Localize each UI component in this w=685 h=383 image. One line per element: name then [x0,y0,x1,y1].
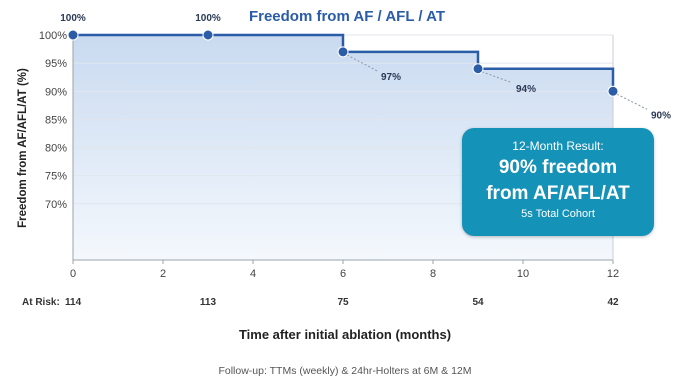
y-axis-label: Freedom from AF/AFL/AT (%) [17,68,29,228]
data-point [67,29,79,41]
result-sub: 5s Total Cohort [521,208,595,220]
footnote: Follow-up: TTMs (weekly) & 24hr-Holters … [218,365,471,377]
result-main-line-2: from AF/AFL/AT [486,183,630,204]
x-tick-label: 4 [250,268,256,280]
at-risk-label: At Risk: [22,297,60,308]
y-tick-label: 85% [45,114,67,126]
y-tick-label: 95% [45,58,67,70]
y-tick-label: 90% [45,86,67,98]
x-tick-label: 2 [160,268,166,280]
at-risk-value: 54 [472,297,484,308]
data-label: 100% [60,13,86,24]
callout-leader [346,54,378,72]
data-label: 94% [516,84,536,95]
series-line [73,33,615,92]
data-label: 100% [195,13,221,24]
result-box: 12-Month Result: 90% freedom from AF/AFL… [462,128,654,236]
x-tick-label: 10 [517,268,529,280]
x-tick-label: 6 [340,268,346,280]
data-point [337,46,349,58]
y-tick-label: 80% [45,143,67,155]
data-point [202,29,214,41]
callout-leader [481,71,513,84]
data-label: 90% [651,110,671,121]
chart-title: Freedom from AF / AFL / AT [249,8,445,25]
data-point [607,85,619,97]
at-risk-value: 75 [337,297,349,308]
x-tick-label: 8 [430,268,436,280]
data-point [472,63,484,75]
data-label: 97% [381,72,401,83]
at-risk-value: 42 [607,297,619,308]
x-tick-label: 0 [70,268,76,280]
x-axis-label: Time after initial ablation (months) [239,327,451,342]
at-risk-value: 114 [65,297,82,308]
callout-leader [616,93,648,110]
y-tick-label: 70% [45,199,67,211]
y-tick-label: 100% [39,30,67,42]
at-risk-value: 113 [200,297,217,308]
result-main-line-1: 90% freedom [498,157,618,178]
result-heading: 12-Month Result: [512,139,604,153]
y-tick-label: 75% [45,171,67,183]
x-tick-label: 12 [607,268,619,280]
